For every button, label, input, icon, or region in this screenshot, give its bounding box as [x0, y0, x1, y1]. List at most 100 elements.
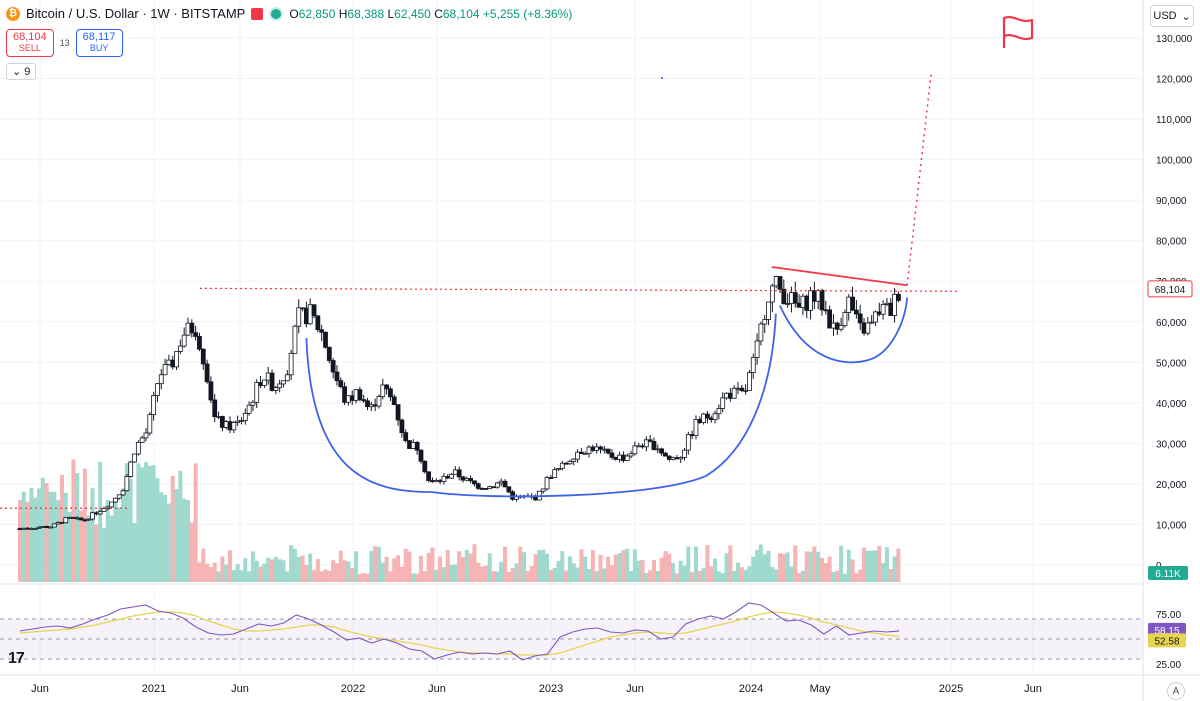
candle-body: [311, 304, 317, 317]
candle-body: [338, 380, 344, 388]
volume-bar: [598, 554, 603, 582]
candle-body: [857, 313, 863, 324]
volume-bar: [755, 549, 760, 582]
auto-scale-button[interactable]: A: [1167, 682, 1185, 700]
volume-bar: [380, 562, 385, 582]
volume-bar: [327, 570, 332, 582]
volume-bar: [476, 562, 481, 582]
currency-selector[interactable]: USD ⌄: [1150, 5, 1194, 27]
flag-icon[interactable]: [251, 7, 264, 20]
volume-bar: [441, 567, 446, 582]
volume-bar: [40, 477, 45, 582]
candle-body: [552, 469, 558, 478]
candle-body: [258, 382, 263, 386]
candle-body: [659, 448, 664, 454]
volume-bar: [197, 562, 202, 582]
candle-body: [785, 303, 791, 305]
volume-bar: [212, 562, 217, 582]
volume-bar: [632, 549, 637, 582]
candle-body: [426, 471, 432, 481]
volume-bar: [590, 549, 595, 582]
volume-bar: [239, 570, 244, 582]
candle-body: [880, 304, 886, 315]
target-flag-icon: [1002, 16, 1034, 48]
last-price-label: 68,104: [1155, 285, 1186, 296]
candle-body: [185, 322, 191, 336]
candle-body: [212, 399, 218, 418]
volume-bar: [625, 548, 630, 582]
price-tick-label: 120,000: [1156, 75, 1193, 86]
volume-bar: [418, 555, 423, 582]
rsi-ma-box: [1148, 633, 1186, 648]
candle-body: [21, 527, 27, 530]
volume-bar: [392, 558, 397, 582]
volume-bar: [800, 570, 805, 582]
candle-body: [475, 483, 481, 489]
volume-bar: [438, 556, 443, 582]
candle-body: [800, 295, 806, 308]
candle-body: [563, 462, 569, 465]
volume-bar: [67, 511, 72, 582]
price-tick-label: 40,000: [1156, 399, 1187, 410]
symbol-header: ₿ Bitcoin / U.S. Dollar · 1W · BITSTAMP …: [6, 6, 572, 21]
volume-bar: [63, 492, 68, 582]
buy-button[interactable]: 68,117 BUY: [75, 29, 123, 57]
volume-bar: [323, 569, 328, 582]
volume-bar: [663, 550, 668, 582]
volume-bar: [732, 570, 737, 582]
volume-bar: [724, 553, 729, 582]
candle-body: [25, 527, 30, 530]
volume-bar: [835, 570, 840, 582]
volume-bar: [495, 571, 500, 582]
candle-body: [892, 293, 897, 316]
candle-body: [193, 332, 199, 337]
volume-bar: [270, 559, 275, 582]
time-tick-label: Jun: [626, 683, 644, 695]
candle-body: [666, 455, 672, 460]
candle-body: [418, 449, 424, 462]
candle-body: [334, 371, 340, 382]
sell-button[interactable]: 68,104 SELL: [6, 29, 54, 57]
volume-bar: [166, 503, 171, 582]
indicators-toggle[interactable]: ⌄ 9: [6, 63, 37, 80]
candle-body: [29, 528, 34, 530]
volume-bar: [896, 548, 901, 582]
volume-bar: [831, 571, 836, 582]
candle-body: [162, 364, 168, 376]
candle-body: [97, 510, 103, 515]
symbol-title[interactable]: Bitcoin / U.S. Dollar · 1W · BITSTAMP: [26, 6, 246, 21]
candle-body: [410, 442, 416, 449]
candle-body: [869, 321, 875, 324]
candle-body: [590, 446, 596, 451]
volume-bar: [865, 550, 870, 582]
volume-bar: [312, 570, 317, 582]
price-tick-label: 80,000: [1156, 237, 1187, 248]
volume-bar: [464, 549, 469, 582]
volume-bar: [648, 570, 653, 582]
volume-bar: [655, 571, 660, 582]
candle-body: [242, 412, 248, 421]
volume-bar: [678, 560, 683, 582]
volume-bar: [804, 551, 809, 582]
candle-body: [166, 359, 172, 365]
candle-body: [407, 440, 412, 449]
candle-body: [132, 453, 137, 463]
candle-body: [281, 380, 286, 385]
candle-body: [456, 469, 462, 478]
volume-bar: [671, 562, 676, 582]
candle-body: [464, 477, 470, 481]
volume-bar: [105, 499, 110, 582]
volume-bar: [567, 556, 572, 582]
volume-bar: [136, 463, 141, 582]
volume-bar: [533, 554, 538, 582]
candle-body: [850, 296, 855, 311]
volume-bar: [98, 462, 103, 582]
candle-body: [811, 290, 817, 302]
volume-bar: [583, 556, 588, 582]
volume-bar: [331, 560, 336, 582]
candle-body: [655, 448, 661, 451]
candle-body: [78, 517, 84, 521]
candle-body: [93, 512, 99, 515]
resistance-line: [199, 287, 961, 292]
